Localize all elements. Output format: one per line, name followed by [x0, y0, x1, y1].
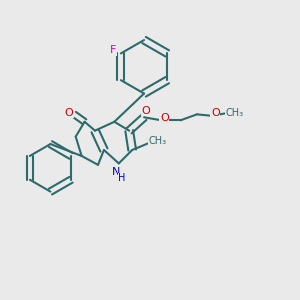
Text: O: O	[64, 108, 73, 118]
Text: O: O	[211, 108, 220, 118]
Text: O: O	[141, 106, 150, 116]
Text: CH₃: CH₃	[148, 136, 166, 146]
Text: N: N	[112, 167, 120, 177]
Text: H: H	[118, 173, 125, 183]
Text: O: O	[160, 113, 169, 123]
Text: F: F	[110, 45, 117, 56]
Text: CH₃: CH₃	[226, 108, 244, 118]
